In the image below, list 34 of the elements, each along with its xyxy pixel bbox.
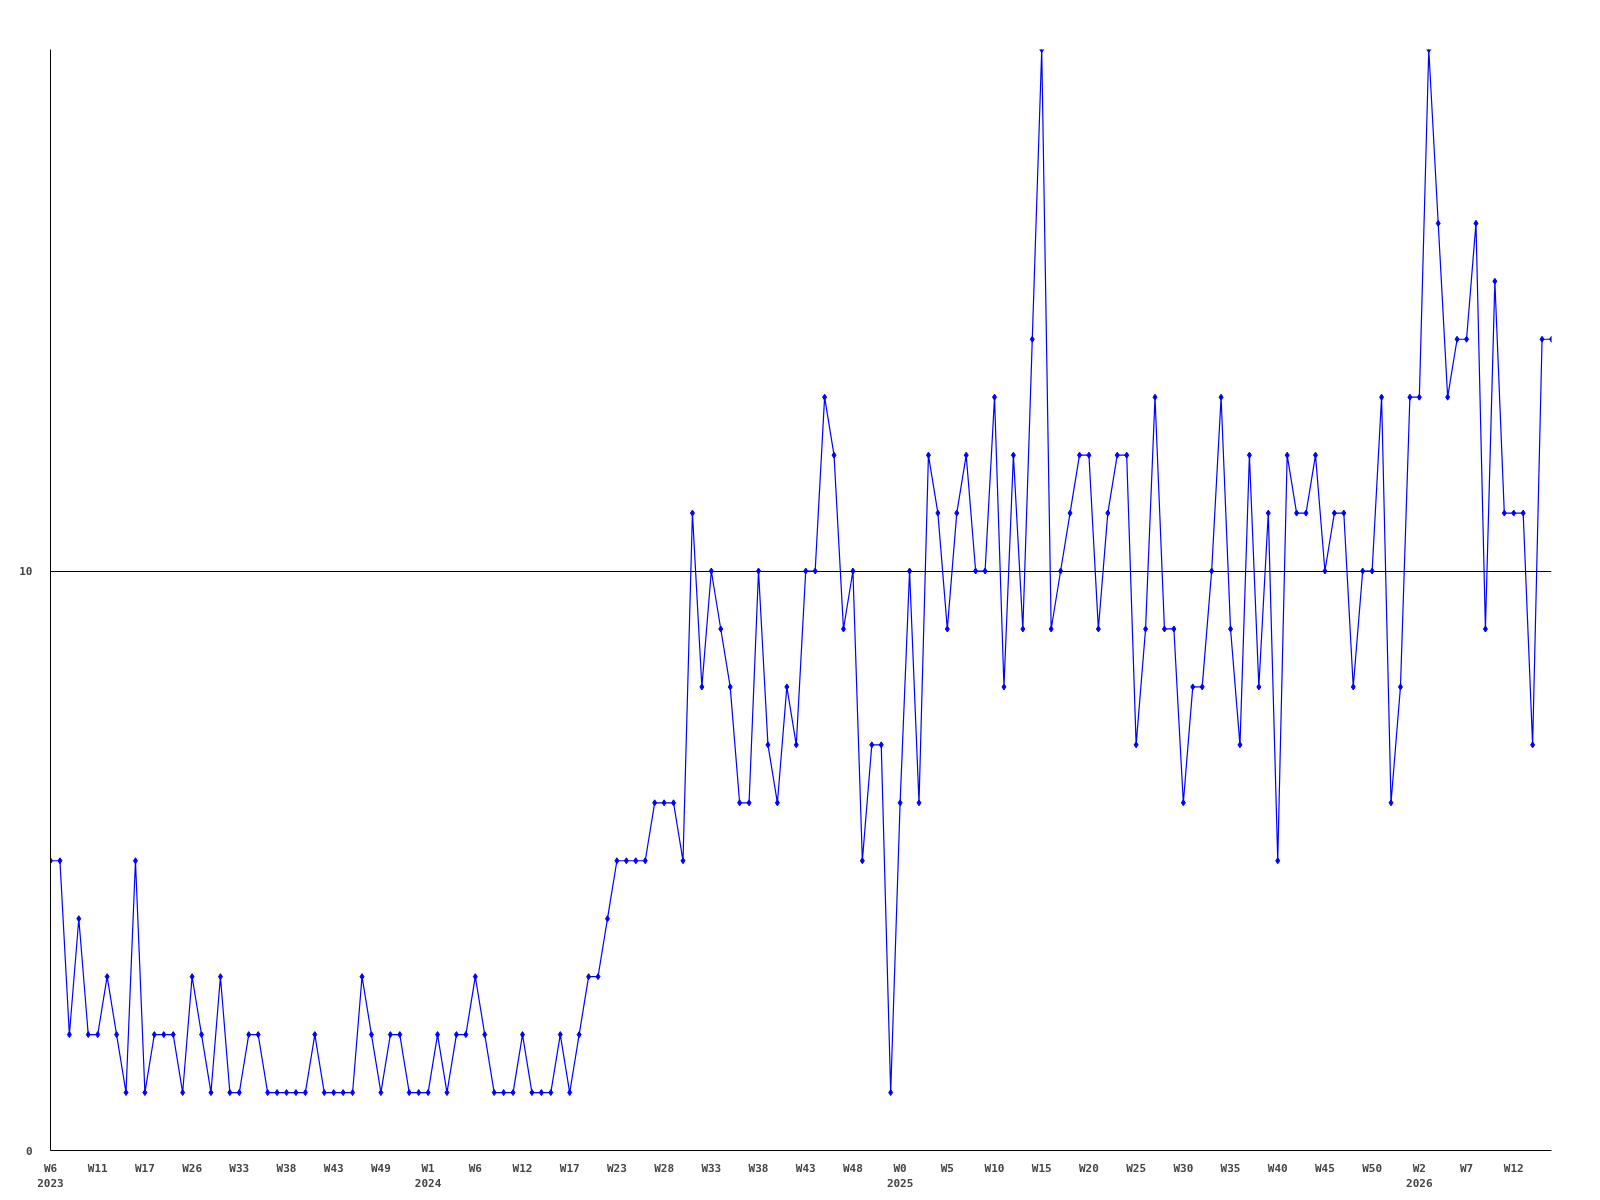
x-tick-label: W43 xyxy=(323,1161,344,1175)
x-tick-label: W33 xyxy=(229,1161,250,1175)
x-tick-label: W26 xyxy=(182,1161,203,1175)
x-tick-label: W43 xyxy=(795,1161,816,1175)
x-tick-label: W28 xyxy=(654,1161,675,1175)
x-tick-label: W35 xyxy=(1220,1161,1241,1175)
x-tick-label: W33 xyxy=(701,1161,722,1175)
x-tick-label: W48 xyxy=(842,1161,863,1175)
x-tick-label: W17 xyxy=(134,1161,155,1175)
y-tick-label: 0 xyxy=(25,1144,33,1158)
x-tick-label: W12 xyxy=(1503,1161,1524,1175)
x-tick-label: W45 xyxy=(1315,1161,1335,1175)
x-tick-label: W11 xyxy=(87,1161,109,1175)
x-tick-label: W1 2024 xyxy=(414,1161,442,1191)
x-tick-label: W7 xyxy=(1459,1161,1474,1175)
x-tick-label: W15 xyxy=(1031,1161,1052,1175)
x-tick-label: W40 xyxy=(1267,1161,1288,1175)
x-tick-label: W12 xyxy=(512,1161,533,1175)
y-tick-label: 10 xyxy=(19,565,33,579)
x-tick-label: W6 xyxy=(468,1161,483,1175)
x-tick-label: W0 2025 xyxy=(886,1161,914,1191)
x-tick-label: W49 xyxy=(370,1161,391,1175)
x-tick-label: W50 xyxy=(1362,1161,1383,1175)
x-tick-label: W25 xyxy=(1126,1161,1147,1175)
x-tick-label: W17 xyxy=(559,1161,580,1175)
x-tick-label: W10 xyxy=(984,1161,1005,1175)
x-tick-label: W6 2023 xyxy=(37,1161,64,1191)
x-tick-label: W20 xyxy=(1078,1161,1099,1175)
x-tick-label: W30 xyxy=(1173,1161,1194,1175)
x-tick-label: W38 xyxy=(748,1161,769,1175)
x-tick-label: W38 xyxy=(276,1161,297,1175)
x-tick-label: W2 2026 xyxy=(1406,1161,1433,1191)
x-tick-label: W5 xyxy=(940,1161,954,1175)
x-tick-label: W23 xyxy=(606,1161,627,1175)
